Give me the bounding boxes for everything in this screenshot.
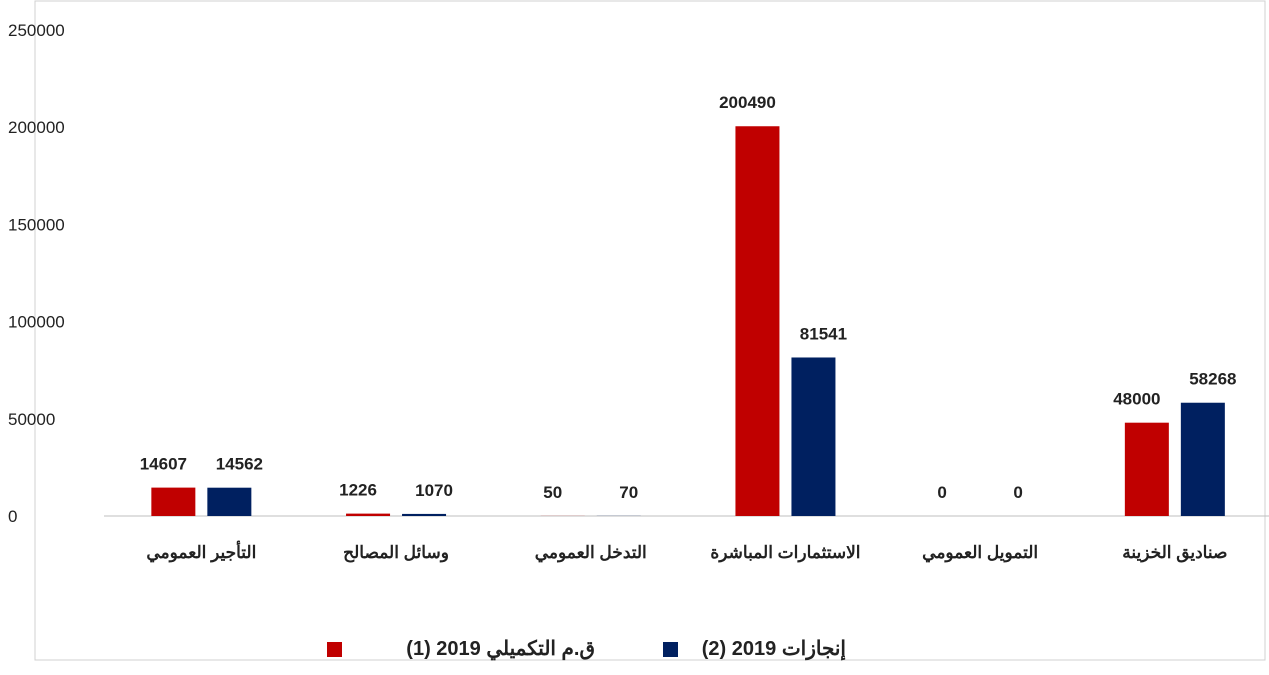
x-tick-label: التمويل العمومي: [922, 543, 1038, 563]
x-tick-label: التأجير العمومي: [146, 539, 256, 563]
legend-label: ق.م التكميلي 2019 (1): [406, 638, 595, 660]
value-label: 14562: [216, 455, 263, 474]
value-label: 0: [937, 483, 946, 502]
x-tick-label: صناديق الخزينة: [1122, 543, 1227, 563]
value-label: 200490: [719, 93, 776, 112]
x-tick-label: الاستثمارات المباشرة: [710, 543, 860, 563]
legend-swatch: [663, 642, 678, 657]
bar: [402, 513, 447, 516]
y-tick-label: 50000: [8, 410, 55, 429]
bar: [207, 487, 252, 516]
y-tick-label: 150000: [8, 215, 65, 234]
value-label: 70: [619, 483, 638, 502]
value-label: 1226: [339, 481, 377, 500]
x-tick-label: التدخل العمومي: [535, 543, 647, 563]
bar: [735, 126, 780, 516]
x-tick-label: وسائل المصالح: [343, 543, 449, 563]
y-tick-label: 200000: [8, 118, 65, 137]
bar: [1124, 422, 1169, 516]
value-label: 58268: [1189, 370, 1236, 389]
legend-swatch: [327, 642, 342, 657]
value-label: 50: [543, 483, 562, 502]
y-tick-label: 250000: [8, 21, 65, 40]
bar: [151, 487, 196, 516]
legend-label: إنجازات 2019 (2): [701, 638, 846, 660]
y-tick-label: 0: [8, 507, 17, 526]
bar: [1180, 402, 1225, 516]
value-label: 81541: [800, 324, 847, 343]
value-label: 14607: [140, 455, 187, 474]
value-label: 1070: [415, 481, 453, 500]
value-label: 0: [1013, 483, 1022, 502]
bar: [346, 513, 391, 516]
bar: [791, 357, 836, 516]
value-label: 48000: [1113, 390, 1160, 409]
chart-frame: [34, 0, 1266, 661]
y-tick-label: 100000: [8, 313, 65, 332]
